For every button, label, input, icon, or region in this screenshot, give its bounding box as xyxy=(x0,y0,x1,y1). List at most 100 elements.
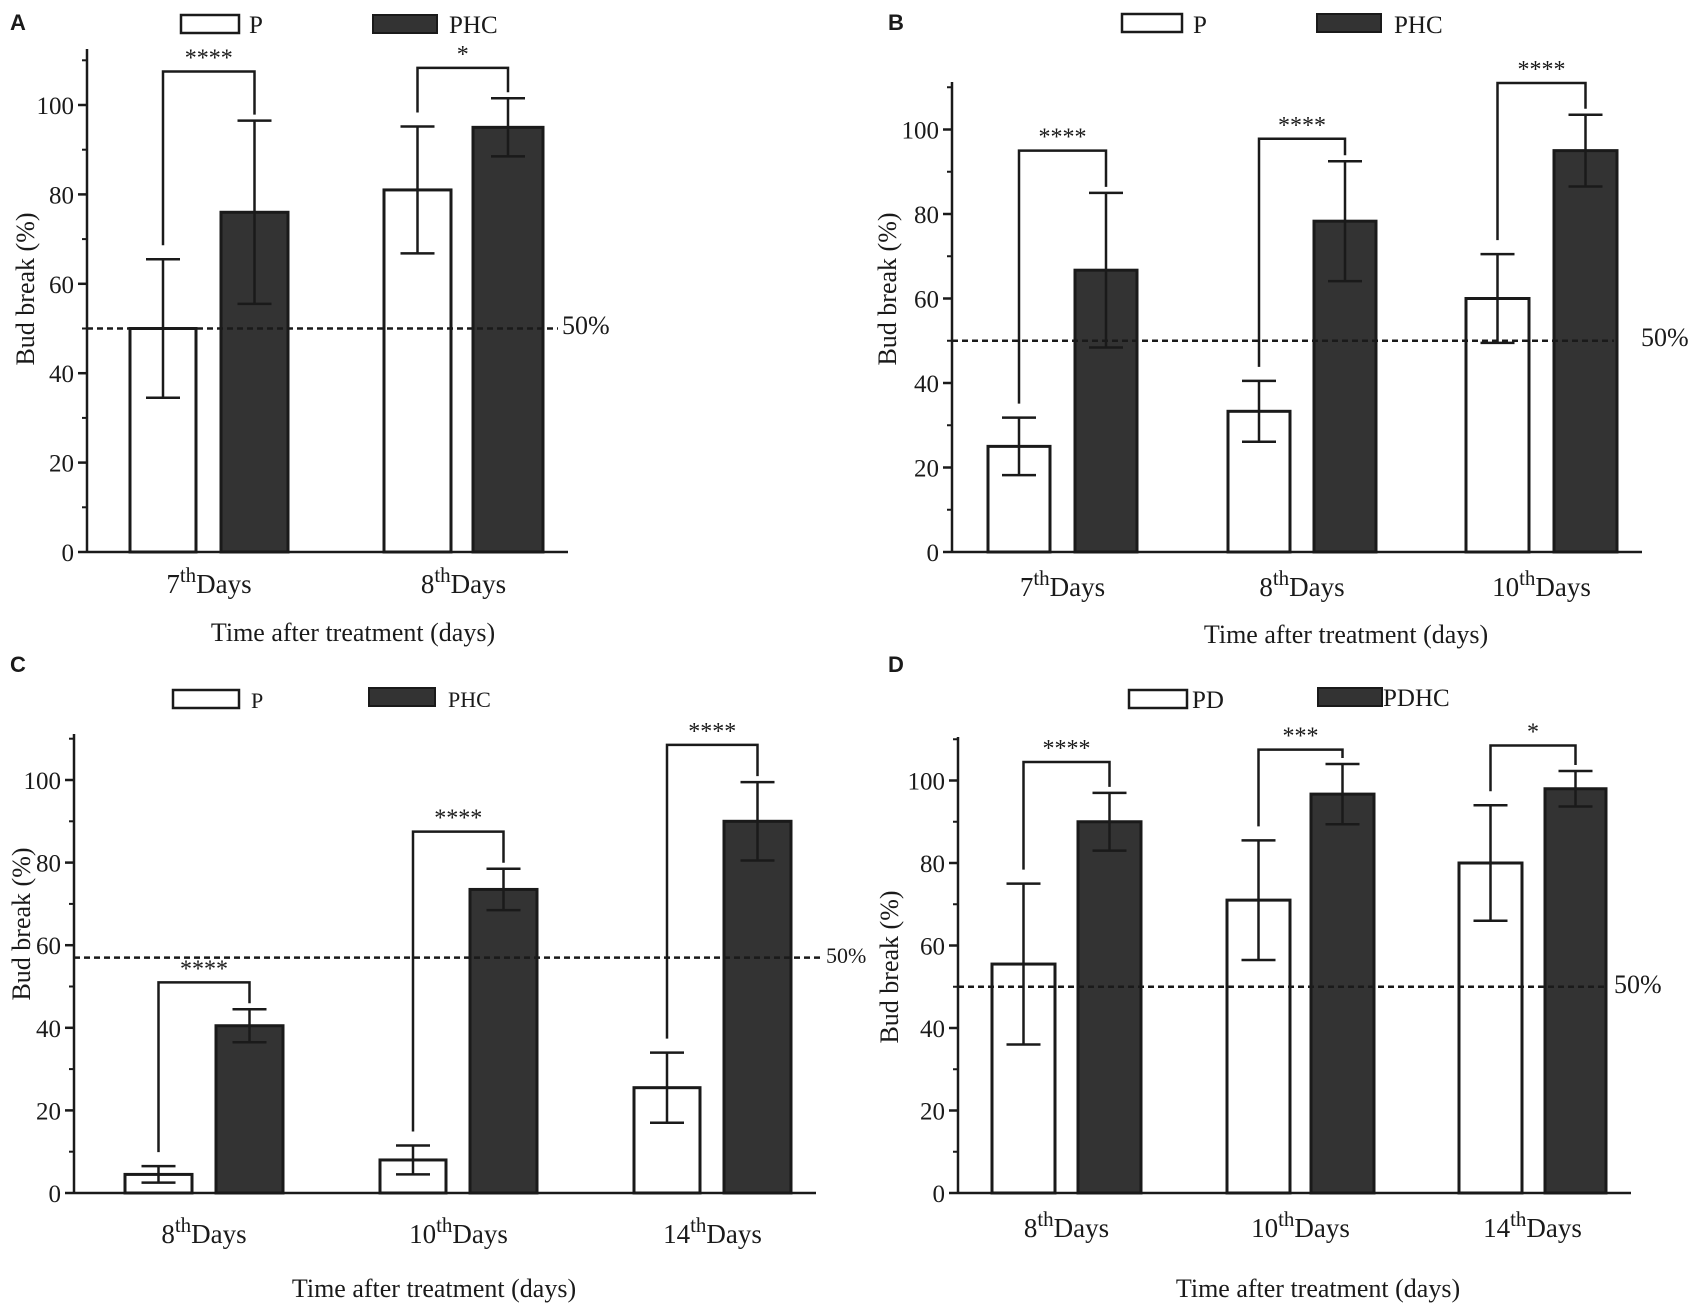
threshold-label: 50% xyxy=(826,943,866,968)
x-tick-label: 10thDays xyxy=(409,1213,508,1249)
legend-label-open: PD xyxy=(1192,687,1224,714)
significance-bracket xyxy=(157,981,251,1153)
legend: PD PDHC xyxy=(1127,685,1450,714)
significance-bracket xyxy=(161,70,256,246)
significance-label: **** xyxy=(434,806,482,832)
y-axis-label: Bud break (%) xyxy=(875,890,904,1043)
panel-letter-a: A xyxy=(10,10,26,35)
y-tick-label: 40 xyxy=(914,371,939,398)
legend: P PHC xyxy=(171,687,491,713)
significance-label: **** xyxy=(1518,57,1566,83)
y-tick-label: 40 xyxy=(49,361,74,388)
significance-label: **** xyxy=(185,45,233,71)
y-tick-label: 0 xyxy=(49,1181,62,1208)
panel-c: C P PHC Bud break (%) Time after treatme… xyxy=(7,652,866,1303)
panel-a: A P PHC Bud break (%) Time after treatme… xyxy=(10,10,610,647)
x-axis-label: Time after treatment (days) xyxy=(1176,1274,1460,1303)
y-tick-label: 20 xyxy=(914,456,939,483)
x-tick-label: 14thDays xyxy=(663,1213,762,1249)
y-tick-label: 80 xyxy=(36,851,61,878)
open-bar xyxy=(990,962,1057,1195)
threshold-label: 50% xyxy=(562,311,610,340)
y-tick-label: 40 xyxy=(920,1016,945,1043)
legend-swatch-filled xyxy=(1317,687,1383,707)
legend: P PHC xyxy=(1120,12,1443,39)
x-axis-label: Time after treatment (days) xyxy=(211,618,495,647)
significance-label: **** xyxy=(180,956,228,982)
significance-bracket xyxy=(1017,149,1108,404)
legend-label-filled: PHC xyxy=(1394,12,1443,39)
significance-label: **** xyxy=(1043,736,1091,762)
filled-bar xyxy=(1076,820,1143,1195)
legend-label-open: P xyxy=(1193,12,1207,39)
threshold-label: 50% xyxy=(1641,323,1689,352)
x-tick-label: 8thDays xyxy=(1024,1207,1109,1243)
y-axis-label: Bud break (%) xyxy=(11,212,40,365)
y-tick-label: 0 xyxy=(933,1181,946,1208)
x-tick-label: 10thDays xyxy=(1492,566,1591,602)
filled-bar xyxy=(471,125,545,554)
plot-area: 0 20 40 60 80 100 **** 8thDays **** 10thDays **** 1… xyxy=(24,719,867,1249)
filled-bar xyxy=(468,887,539,1195)
y-axis-label: Bud break (%) xyxy=(7,847,36,1000)
y-axis-label: Bud break (%) xyxy=(873,212,902,365)
y-tick-label: 40 xyxy=(36,1016,61,1043)
legend-label-filled: PHC xyxy=(448,687,491,712)
plot-area: 0 20 40 60 80 100 **** 8thDays *** 10thDays * 14thD… xyxy=(908,719,1662,1243)
significance-label: * xyxy=(457,42,469,68)
x-axis-label: Time after treatment (days) xyxy=(292,1274,576,1303)
significance-bracket xyxy=(1022,760,1111,870)
filled-bar xyxy=(1309,792,1376,1195)
significance-label: **** xyxy=(1039,125,1087,151)
x-axis-label: Time after treatment (days) xyxy=(1204,620,1488,649)
significance-label: * xyxy=(1527,719,1539,745)
open-bar xyxy=(128,327,198,554)
y-tick-label: 80 xyxy=(914,202,939,229)
panel-letter-b: B xyxy=(888,10,904,35)
legend-label-filled: PHC xyxy=(449,12,498,39)
legend-swatch-open xyxy=(1120,12,1184,34)
plot-area: 0 20 40 60 80 100 **** 7thDays **** 8thDays **** 10… xyxy=(902,57,1689,602)
filled-bar xyxy=(214,1024,285,1195)
significance-bracket xyxy=(665,743,759,1039)
y-tick-label: 20 xyxy=(49,451,74,478)
legend-swatch-filled xyxy=(368,687,436,707)
legend: P PHC xyxy=(179,12,498,39)
legend-swatch-open xyxy=(171,688,241,710)
y-tick-label: 100 xyxy=(902,118,940,145)
significance-bracket xyxy=(1257,748,1344,827)
legend-label-open: P xyxy=(249,12,263,39)
legend-swatch-filled xyxy=(372,14,438,34)
significance-bracket xyxy=(1257,137,1347,367)
x-tick-label: 7thDays xyxy=(166,563,251,599)
y-tick-label: 20 xyxy=(36,1098,61,1125)
y-tick-label: 0 xyxy=(62,540,75,567)
panel-letter-d: D xyxy=(888,652,904,677)
y-tick-label: 100 xyxy=(908,769,946,796)
filled-bar xyxy=(1543,787,1608,1195)
y-tick-label: 60 xyxy=(36,933,61,960)
y-tick-label: 80 xyxy=(49,182,74,209)
significance-bracket xyxy=(411,830,505,1132)
y-tick-label: 20 xyxy=(920,1099,945,1126)
y-tick-label: 100 xyxy=(37,93,75,120)
y-tick-label: 60 xyxy=(49,272,74,299)
legend-label-open: P xyxy=(251,688,263,713)
filled-bar xyxy=(1552,149,1619,554)
significance-bracket xyxy=(1496,81,1587,241)
panel-b: B P PHC Bud break (%) Time after treatme… xyxy=(873,10,1689,649)
y-tick-label: 0 xyxy=(927,540,940,567)
filled-bar xyxy=(219,210,290,554)
x-tick-label: 8thDays xyxy=(1259,566,1344,602)
legend-swatch-open xyxy=(179,13,241,35)
significance-bracket xyxy=(1489,744,1577,792)
filled-bar xyxy=(722,819,793,1195)
significance-label: **** xyxy=(1278,113,1326,139)
x-tick-label: 7thDays xyxy=(1020,566,1105,602)
panel-d: D PD PDHC Bud break (%) Time after treat… xyxy=(875,652,1662,1303)
y-tick-label: 100 xyxy=(24,768,62,795)
y-tick-label: 80 xyxy=(920,851,945,878)
significance-label: **** xyxy=(688,719,736,745)
x-tick-label: 10thDays xyxy=(1251,1207,1350,1243)
